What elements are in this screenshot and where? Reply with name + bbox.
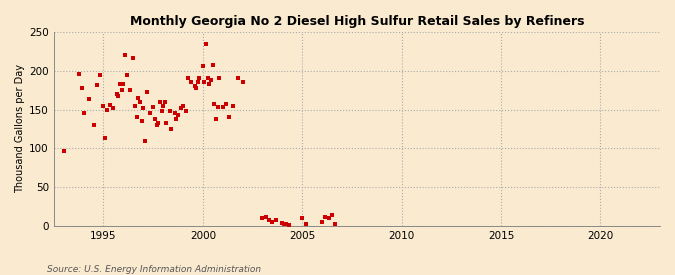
Point bbox=[181, 109, 192, 113]
Point bbox=[118, 82, 129, 86]
Point bbox=[217, 105, 228, 109]
Point bbox=[105, 103, 115, 107]
Point bbox=[202, 76, 213, 81]
Point bbox=[171, 117, 182, 121]
Point bbox=[280, 222, 291, 227]
Point bbox=[317, 220, 327, 224]
Point bbox=[134, 100, 145, 104]
Point bbox=[92, 83, 103, 88]
Point bbox=[133, 96, 144, 100]
Point bbox=[88, 123, 99, 127]
Point bbox=[119, 53, 130, 57]
Point bbox=[201, 42, 212, 46]
Point bbox=[136, 119, 147, 123]
Point bbox=[73, 72, 84, 76]
Point bbox=[261, 214, 271, 219]
Point bbox=[100, 136, 111, 141]
Point bbox=[176, 106, 187, 110]
Point bbox=[83, 97, 94, 102]
Point bbox=[207, 63, 218, 67]
Point bbox=[271, 218, 281, 223]
Point bbox=[138, 106, 148, 110]
Point bbox=[320, 215, 331, 219]
Point bbox=[173, 113, 184, 117]
Point bbox=[148, 105, 159, 109]
Point bbox=[323, 216, 334, 220]
Point bbox=[198, 64, 209, 68]
Point bbox=[156, 109, 167, 113]
Point bbox=[204, 82, 215, 86]
Point bbox=[101, 107, 112, 112]
Y-axis label: Thousand Gallons per Day: Thousand Gallons per Day bbox=[15, 64, 25, 193]
Point bbox=[58, 148, 69, 153]
Point bbox=[113, 93, 124, 98]
Point bbox=[182, 76, 193, 81]
Point bbox=[206, 78, 217, 82]
Point bbox=[115, 82, 126, 86]
Point bbox=[111, 92, 122, 96]
Point bbox=[141, 90, 152, 95]
Point bbox=[284, 223, 294, 227]
Point bbox=[227, 103, 238, 108]
Point bbox=[166, 127, 177, 131]
Title: Monthly Georgia No 2 Diesel High Sulfur Retail Sales by Refiners: Monthly Georgia No 2 Diesel High Sulfur … bbox=[130, 15, 584, 28]
Point bbox=[78, 111, 89, 116]
Point bbox=[128, 55, 138, 60]
Text: Source: U.S. Energy Information Administration: Source: U.S. Energy Information Administ… bbox=[47, 265, 261, 274]
Point bbox=[155, 100, 165, 104]
Point bbox=[98, 103, 109, 108]
Point bbox=[264, 218, 275, 222]
Point bbox=[277, 221, 288, 225]
Point bbox=[151, 123, 162, 127]
Point bbox=[189, 84, 200, 89]
Point bbox=[161, 120, 172, 125]
Point bbox=[199, 80, 210, 85]
Point bbox=[186, 80, 196, 85]
Point bbox=[213, 105, 223, 109]
Point bbox=[178, 103, 188, 108]
Point bbox=[140, 138, 151, 143]
Point bbox=[108, 106, 119, 110]
Point bbox=[330, 222, 341, 227]
Point bbox=[237, 79, 248, 84]
Point bbox=[95, 73, 105, 78]
Point bbox=[211, 117, 221, 121]
Point bbox=[279, 221, 290, 226]
Point bbox=[116, 88, 127, 92]
Point bbox=[327, 213, 338, 217]
Point bbox=[149, 117, 160, 121]
Point bbox=[257, 216, 268, 220]
Point bbox=[232, 76, 243, 81]
Point bbox=[192, 80, 203, 85]
Point bbox=[144, 111, 155, 116]
Point bbox=[209, 102, 220, 106]
Point bbox=[131, 115, 142, 119]
Point bbox=[297, 216, 308, 220]
Point bbox=[224, 115, 235, 119]
Point bbox=[169, 111, 180, 116]
Point bbox=[124, 88, 135, 92]
Point bbox=[214, 76, 225, 81]
Point bbox=[300, 221, 311, 226]
Point bbox=[221, 102, 232, 106]
Point bbox=[76, 86, 87, 90]
Point bbox=[130, 103, 140, 108]
Point bbox=[158, 103, 169, 108]
Point bbox=[164, 109, 175, 113]
Point bbox=[159, 100, 170, 104]
Point bbox=[194, 76, 205, 81]
Point bbox=[191, 86, 202, 90]
Point bbox=[267, 220, 278, 224]
Point bbox=[122, 72, 132, 77]
Point bbox=[153, 120, 163, 125]
